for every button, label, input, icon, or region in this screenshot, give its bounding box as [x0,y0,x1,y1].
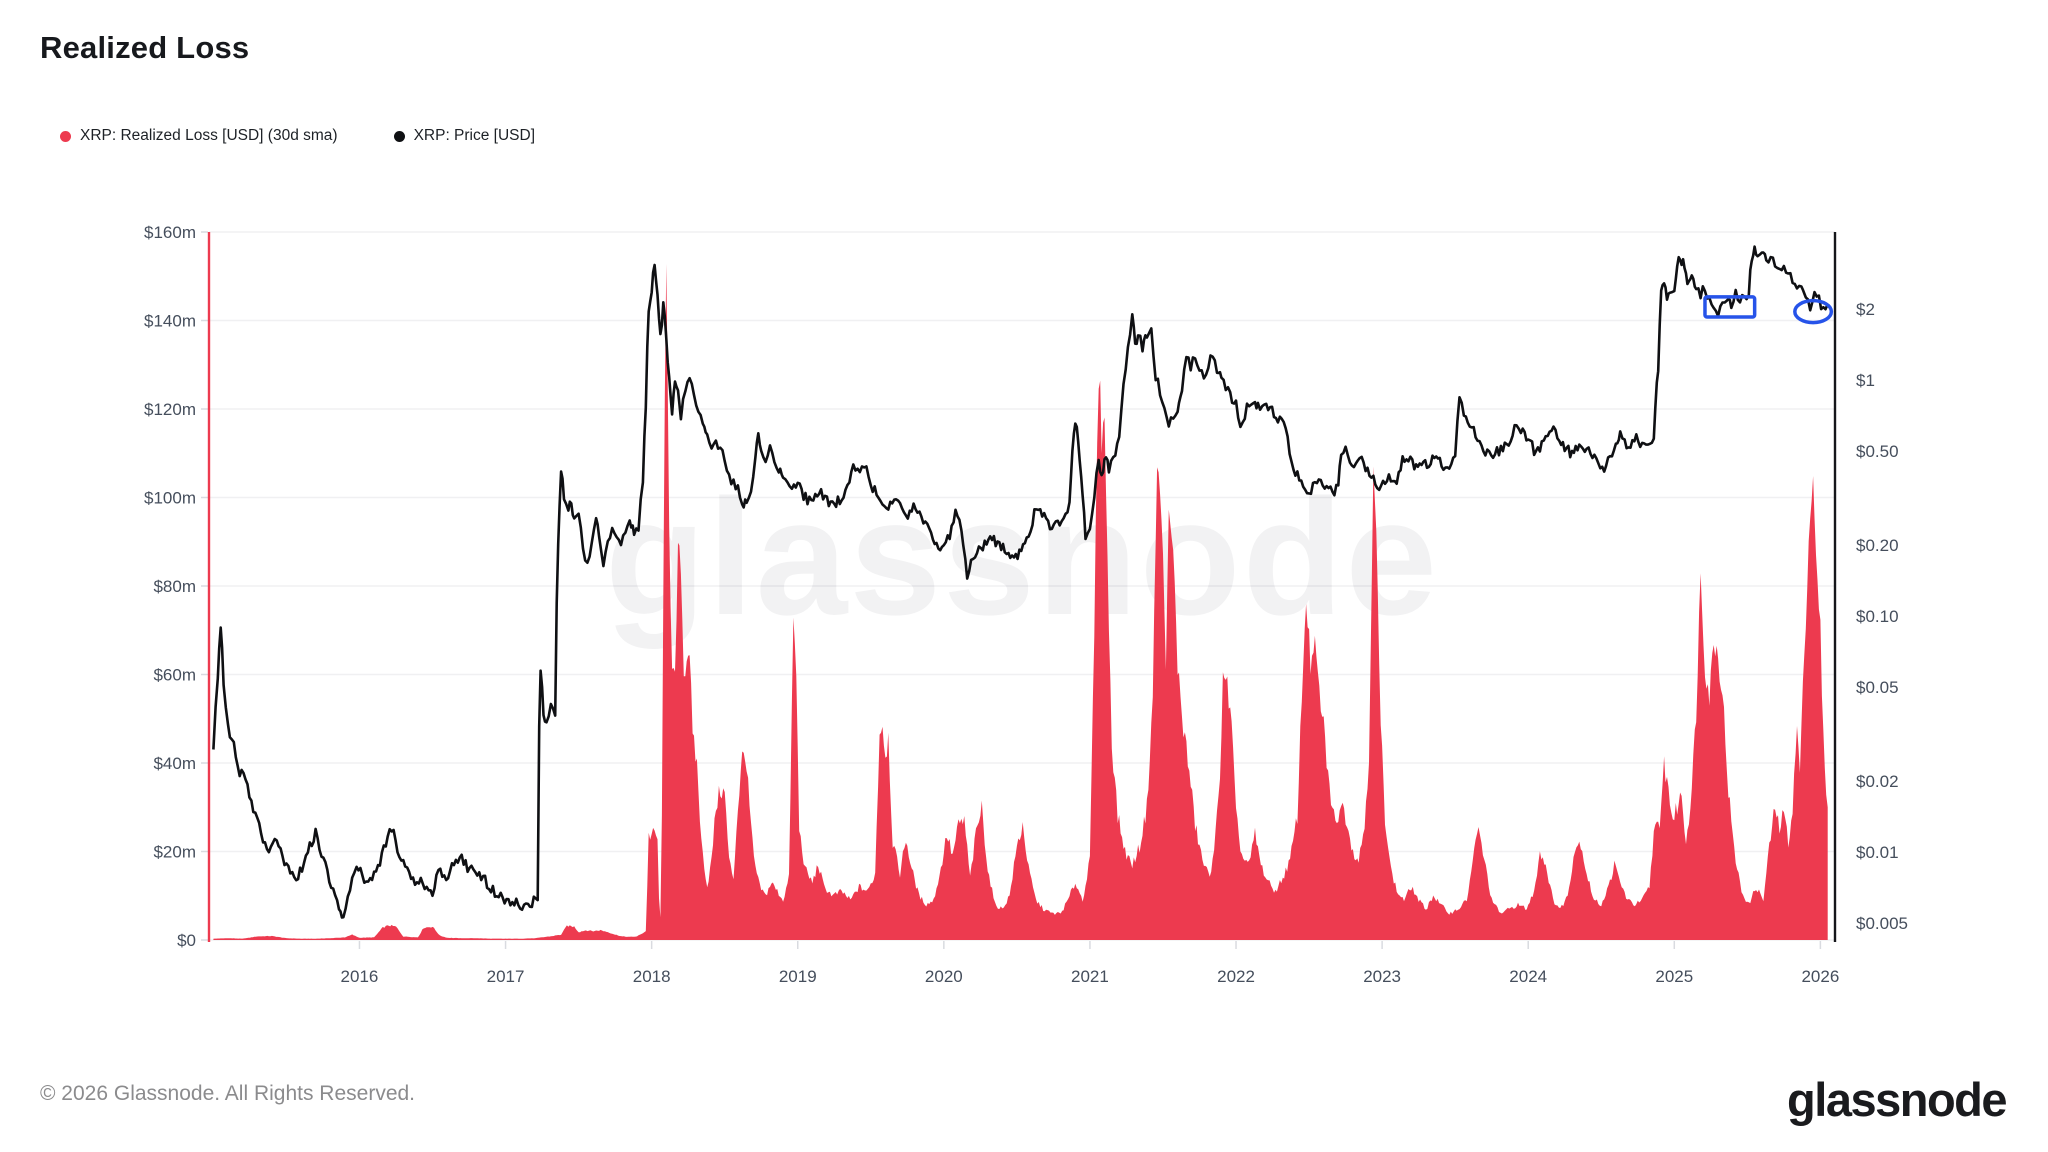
svg-text:$1: $1 [1856,371,1875,390]
svg-text:$0.01: $0.01 [1856,843,1899,862]
watermark-text: glassnode [605,465,1439,649]
x-axis-labels: 2016 2017 2018 2019 2020 2021 2022 2023 2024 2025… [341,941,1839,986]
svg-text:$0.005: $0.005 [1856,914,1908,933]
svg-text:$0.10: $0.10 [1856,607,1899,626]
legend-label-realized-loss: XRP: Realized Loss [USD] (30d sma) [80,127,338,144]
svg-text:2024: 2024 [1509,967,1547,986]
legend-item-price[interactable]: XRP: Price [USD] [393,127,536,145]
svg-text:$140m: $140m [144,312,196,331]
page-title: Realized Loss [40,30,250,65]
annotation-ellipse[interactable] [1793,298,1834,325]
svg-text:2017: 2017 [487,967,525,986]
svg-text:2025: 2025 [1655,967,1693,986]
plot-series [212,245,1829,940]
svg-text:2021: 2021 [1071,967,1109,986]
svg-text:2016: 2016 [341,967,379,986]
legend-label-price: XRP: Price [USD] [413,127,536,144]
svg-text:2022: 2022 [1217,967,1255,986]
legend-item-realized-loss[interactable]: XRP: Realized Loss [USD] (30d sma) [60,127,338,145]
legend-swatch-price-icon [393,130,405,142]
svg-text:$2: $2 [1856,300,1875,319]
svg-text:$0.02: $0.02 [1856,772,1899,791]
copyright-text: © 2026 Glassnode. All Rights Reserved. [40,1082,416,1105]
svg-text:$60m: $60m [153,666,196,685]
svg-text:$120m: $120m [144,400,196,419]
legend: XRP: Realized Loss [USD] (30d sma) XRP: … [60,127,535,145]
realized-loss-area [213,263,1828,940]
svg-text:$80m: $80m [153,577,196,596]
svg-text:2018: 2018 [633,967,671,986]
annotation-rectangle[interactable] [1703,295,1757,319]
left-axis-labels: $160m $140m $120m $100m $80m $60m $40m $20m $0 [144,223,208,950]
svg-text:$0: $0 [177,931,196,950]
glassnode-logo: glassnode [1787,1073,2007,1126]
svg-text:$0.20: $0.20 [1856,536,1899,555]
svg-text:$40m: $40m [153,754,196,773]
svg-text:$160m: $160m [144,223,196,242]
gridlines [209,231,1835,941]
svg-text:2023: 2023 [1363,967,1401,986]
right-axis-labels: $2 $1 $0.50 $0.20 $0.10 $0.05 $0.02 $0.01 $0.005 [1856,300,1908,933]
svg-text:$0.50: $0.50 [1856,442,1899,461]
svg-text:$0.05: $0.05 [1856,678,1899,697]
svg-text:$20m: $20m [153,843,196,862]
svg-text:2020: 2020 [925,967,963,986]
svg-text:2026: 2026 [1801,967,1839,986]
svg-text:$100m: $100m [144,489,196,508]
price-line [212,245,1829,919]
svg-text:2019: 2019 [779,967,817,986]
legend-swatch-realized-loss-icon [60,130,71,142]
